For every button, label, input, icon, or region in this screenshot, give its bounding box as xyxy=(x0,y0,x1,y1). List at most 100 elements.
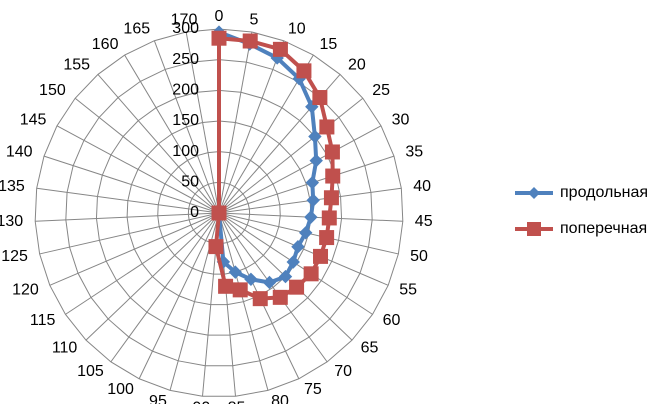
category-tick-label: 130 xyxy=(0,213,23,230)
category-tick-label: 30 xyxy=(392,111,410,128)
data-point xyxy=(298,226,313,240)
data-point xyxy=(272,41,288,57)
category-tick-label: 65 xyxy=(361,340,379,357)
category-tick-label: 160 xyxy=(92,36,119,53)
grid-ring xyxy=(157,151,281,275)
radial-tick-label: 100 xyxy=(172,143,199,160)
data-point xyxy=(296,63,312,79)
category-tick-label: 40 xyxy=(413,178,431,195)
data-point xyxy=(321,210,337,226)
category-tick-label: 15 xyxy=(320,36,338,53)
data-point xyxy=(211,30,227,46)
category-tick-label: 20 xyxy=(348,57,366,74)
category-tick-label: 155 xyxy=(63,57,90,74)
data-point xyxy=(305,175,320,190)
legend-label: продольная xyxy=(560,184,648,201)
category-tick-label: 170 xyxy=(171,11,198,28)
category-tick-label: 115 xyxy=(30,312,56,329)
data-point xyxy=(291,240,305,254)
data-point xyxy=(208,239,224,255)
category-tick-label: 80 xyxy=(271,393,289,404)
data-point xyxy=(313,248,329,264)
grid-ring xyxy=(126,120,312,306)
spoke-line xyxy=(110,212,220,363)
data-point xyxy=(319,230,335,246)
spoke-line xyxy=(218,31,253,214)
spoke-line xyxy=(36,187,220,214)
spoke-line xyxy=(218,212,269,391)
category-tick-label: 70 xyxy=(334,363,352,380)
spoke-line xyxy=(43,155,220,214)
spoke-line xyxy=(85,212,220,341)
data-point xyxy=(306,193,320,207)
grid-ring xyxy=(34,28,404,397)
data-point xyxy=(278,269,293,284)
category-tick-label: 125 xyxy=(1,248,28,265)
category-tick-label: 10 xyxy=(288,21,306,38)
radial-tick-label: 250 xyxy=(172,51,199,68)
spoke-line xyxy=(138,212,220,379)
legend-entry: продольная xyxy=(515,184,648,201)
category-tick-label: 135 xyxy=(0,178,25,195)
category-tick-label: 55 xyxy=(399,281,417,298)
data-point xyxy=(303,266,319,282)
spoke-line xyxy=(74,97,220,214)
data-point xyxy=(252,291,268,307)
spoke-line xyxy=(153,40,220,214)
legend-marker xyxy=(528,187,540,199)
category-tick-label: 45 xyxy=(415,213,433,230)
series-2 xyxy=(208,30,341,307)
category-tick-label: 105 xyxy=(77,363,104,380)
category-tick-label: 0 xyxy=(215,8,224,25)
radial-tick-label: 150 xyxy=(172,112,199,129)
data-point xyxy=(232,282,248,298)
data-point xyxy=(304,210,318,224)
category-tick-label: 100 xyxy=(107,381,134,398)
spoke-line xyxy=(218,97,364,214)
spoke-line xyxy=(185,31,220,214)
radial-tick-label: 200 xyxy=(172,82,199,99)
data-point xyxy=(323,190,339,206)
category-tick-label: 90 xyxy=(193,399,211,404)
spoke-line xyxy=(39,212,220,255)
category-tick-label: 145 xyxy=(20,111,47,128)
series-layer xyxy=(208,25,341,307)
category-tick-label: 60 xyxy=(383,312,401,329)
spoke-line xyxy=(35,212,220,222)
spoke-line xyxy=(218,40,285,214)
category-tick-label: 165 xyxy=(123,21,150,38)
grid-ring xyxy=(65,59,373,367)
legend-entry: поперечная xyxy=(515,220,647,237)
radial-tick-label: 50 xyxy=(181,174,199,191)
radial-tick-label: 300 xyxy=(172,20,199,37)
category-tick-label: 35 xyxy=(405,144,423,161)
data-point xyxy=(312,90,328,106)
category-tick-label: 85 xyxy=(228,399,246,404)
data-point xyxy=(319,119,335,135)
data-point xyxy=(309,153,323,168)
radar-spokes xyxy=(35,29,403,397)
spoke-line xyxy=(218,212,389,286)
category-tick-label: 5 xyxy=(250,11,259,28)
spoke-line xyxy=(56,125,220,214)
category-tick-label: 50 xyxy=(410,248,428,265)
radial-tick-label: 0 xyxy=(190,204,199,221)
spoke-line xyxy=(218,125,382,214)
data-point xyxy=(228,265,243,279)
category-tick-label: 120 xyxy=(12,281,39,298)
data-point xyxy=(325,168,341,184)
category-tick-label: 110 xyxy=(52,340,78,357)
data-point xyxy=(286,255,300,269)
spoke-line xyxy=(49,212,220,286)
category-tick-label: 75 xyxy=(304,381,322,398)
legend-label: поперечная xyxy=(560,220,647,237)
spoke-line xyxy=(65,212,220,315)
spoke-line xyxy=(218,212,328,363)
data-point xyxy=(308,129,322,144)
category-tick-label: 140 xyxy=(6,144,33,161)
legend-marker xyxy=(527,222,541,236)
data-point xyxy=(262,275,277,290)
spoke-line xyxy=(218,155,395,214)
